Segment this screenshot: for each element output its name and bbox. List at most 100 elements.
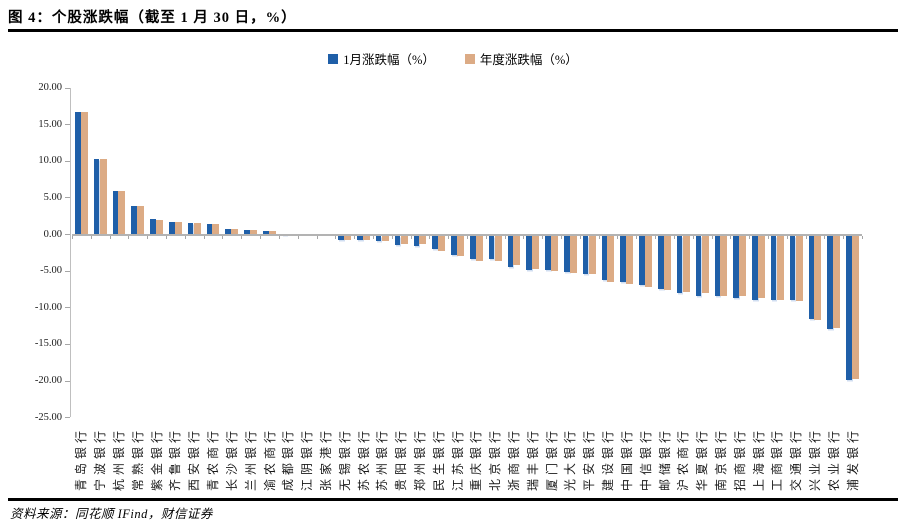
bar-annual <box>156 220 164 234</box>
y-axis-tick <box>65 234 70 235</box>
bar-annual <box>80 112 88 234</box>
x-axis-tick <box>391 235 393 239</box>
footer-divider <box>8 498 898 501</box>
y-axis-tick-label: -5.00 <box>40 265 62 277</box>
bar-monthly <box>714 235 721 297</box>
bar-monthly <box>112 190 119 234</box>
bar-annual <box>494 235 502 262</box>
bar-monthly <box>507 235 514 267</box>
x-axis-tick <box>184 235 186 239</box>
title-divider <box>8 29 898 32</box>
x-axis-label: 建设银行 <box>601 427 616 492</box>
x-axis-tick <box>203 235 205 239</box>
bar-monthly <box>733 235 739 299</box>
bar-annual <box>607 235 615 283</box>
bar-monthly <box>488 235 495 259</box>
x-axis-label: 渝农商行 <box>262 427 277 492</box>
x-axis-tick <box>749 235 751 239</box>
bar-annual <box>739 235 747 297</box>
bar-monthly <box>451 235 457 255</box>
bar-annual <box>137 206 145 234</box>
figure-title: 图 4：个股涨跌幅（截至 1 月 30 日，%） <box>8 10 297 26</box>
x-axis-label: 南京银行 <box>713 427 728 492</box>
bar-monthly <box>263 231 269 234</box>
bar-annual <box>532 235 540 270</box>
x-axis-label: 苏州银行 <box>375 427 390 492</box>
bar-annual <box>231 228 239 234</box>
bar-monthly <box>639 235 645 286</box>
y-axis-tick <box>65 197 70 199</box>
bar-annual <box>174 222 182 234</box>
legend-item-annual: 年度涨跌幅（%） <box>464 49 578 68</box>
bar-annual <box>814 235 822 321</box>
x-axis-tick <box>730 235 732 239</box>
x-axis-tick <box>448 235 450 239</box>
bar-annual <box>645 235 653 287</box>
x-axis-tick <box>767 235 769 239</box>
bar-annual <box>250 230 258 234</box>
x-axis-tick <box>166 235 168 239</box>
x-axis-label: 招商银行 <box>732 427 747 492</box>
x-axis-label: 沪农商行 <box>676 427 691 492</box>
bar-monthly <box>545 235 551 271</box>
bar-monthly <box>413 235 420 247</box>
x-axis-tick <box>843 235 845 239</box>
bar-annual <box>513 235 521 265</box>
bar-annual <box>795 235 803 302</box>
bar-annual <box>588 235 596 275</box>
x-axis-label: 宁波银行 <box>93 427 108 492</box>
bar-annual <box>663 235 671 291</box>
x-axis-tick <box>617 235 619 239</box>
bar-monthly <box>150 219 156 234</box>
x-axis-label: 江阴银行 <box>300 427 315 492</box>
bar-monthly <box>131 206 137 234</box>
y-axis-tick <box>65 160 70 162</box>
y-axis-tick <box>65 417 70 419</box>
bar-monthly <box>658 235 664 289</box>
x-axis-tick <box>467 235 468 239</box>
x-axis-tick <box>128 235 130 239</box>
bar-annual <box>438 235 446 251</box>
y-axis-tick-label: 5.00 <box>43 191 62 203</box>
x-axis-label: 西安银行 <box>187 427 202 492</box>
bar-monthly <box>620 235 626 282</box>
x-axis-label: 郑州银行 <box>412 427 427 492</box>
x-axis-tick <box>579 235 581 239</box>
x-axis-tick <box>692 235 694 239</box>
x-axis-label: 中信银行 <box>638 427 653 492</box>
bar-monthly <box>808 235 815 319</box>
y-axis-tick <box>65 87 70 89</box>
x-axis-tick <box>824 235 826 239</box>
bar-annual <box>456 235 464 256</box>
bar-monthly <box>582 235 589 274</box>
bar-monthly <box>470 235 476 259</box>
x-axis-label: 常熟银行 <box>130 427 145 492</box>
bar-annual <box>118 190 126 234</box>
x-axis-label: 紫金银行 <box>149 427 164 492</box>
x-axis-label: 兰州银行 <box>243 427 258 492</box>
y-axis-tick-label: 15.00 <box>38 118 62 130</box>
x-axis-tick <box>109 235 111 239</box>
bar-monthly <box>357 235 363 241</box>
bar-annual <box>475 235 483 262</box>
bar-annual <box>212 223 220 234</box>
y-axis-tick-label: 10.00 <box>38 155 62 167</box>
x-axis-label: 光大银行 <box>563 427 578 492</box>
bar-monthly <box>676 235 683 294</box>
bar-annual <box>268 231 276 234</box>
x-axis-label: 长沙银行 <box>224 427 239 492</box>
x-axis-tick <box>504 235 506 239</box>
bar-monthly <box>244 229 250 234</box>
bar-annual <box>851 235 859 380</box>
x-axis-tick <box>316 235 318 239</box>
bar-monthly <box>846 235 852 380</box>
x-axis-label: 无锡银行 <box>337 427 352 492</box>
bar-annual <box>720 235 728 296</box>
x-axis-tick <box>354 235 356 239</box>
bar-monthly <box>526 235 532 270</box>
x-axis-label: 华夏银行 <box>695 427 710 492</box>
x-axis-label: 农业银行 <box>826 427 841 492</box>
x-axis-tick <box>260 235 262 239</box>
